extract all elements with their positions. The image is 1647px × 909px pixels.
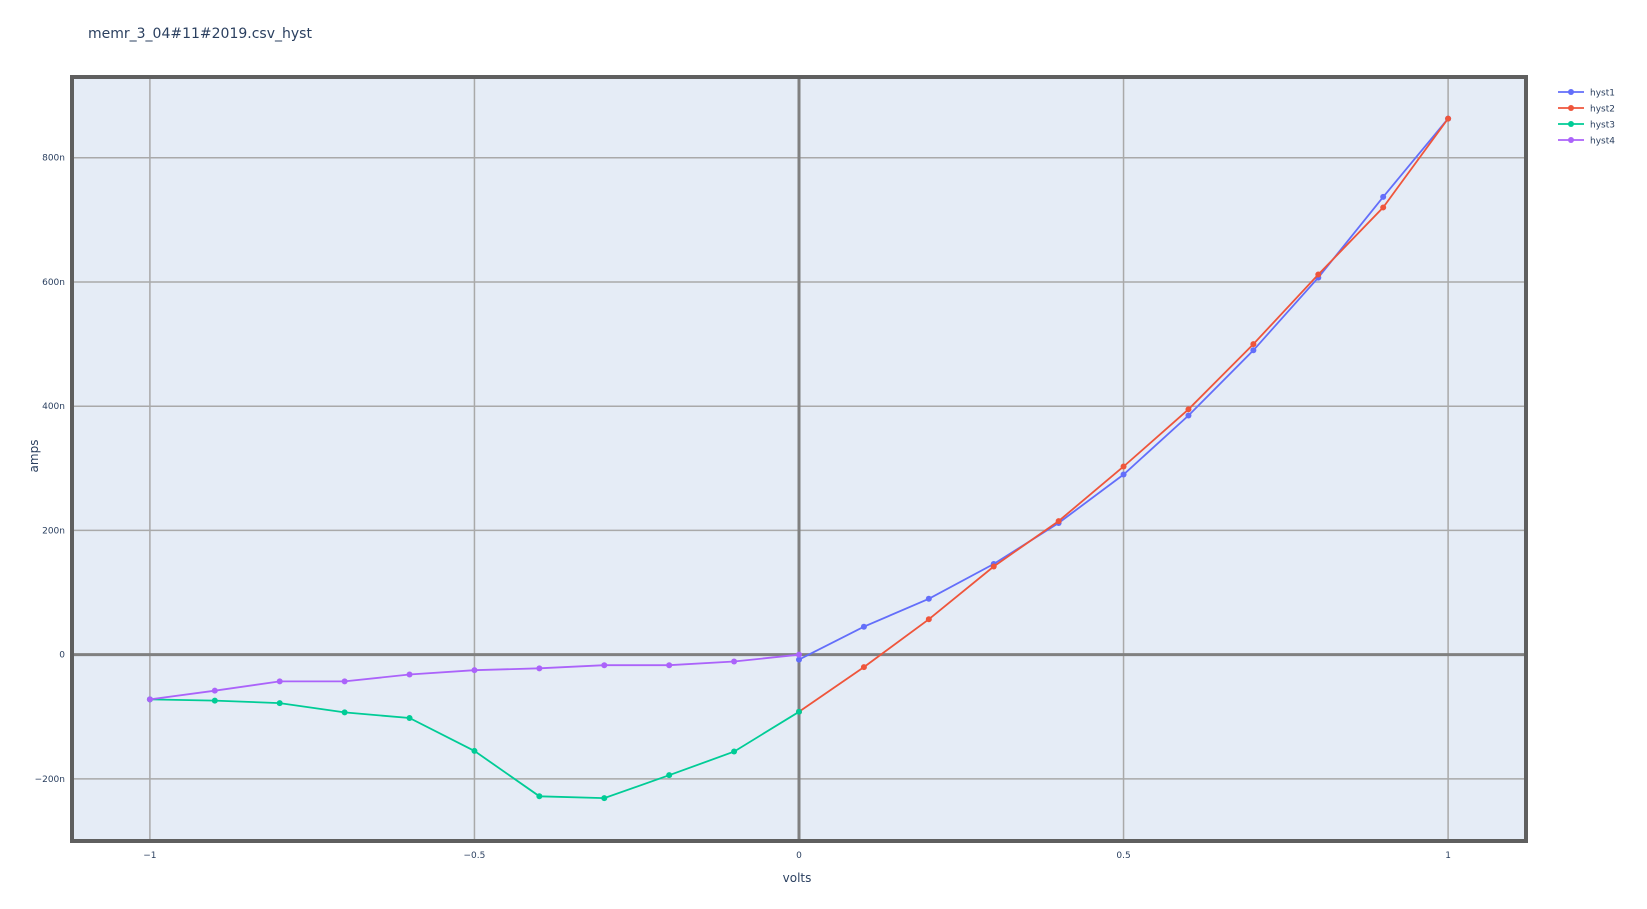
legend-marker [1568, 105, 1574, 111]
y-tick-labels: −200n 0 200n 400n 600n 800n [35, 154, 66, 785]
data-point-hyst2[interactable] [1055, 518, 1062, 525]
data-point-hyst3[interactable] [731, 748, 738, 755]
y-tick-label: −200n [35, 775, 65, 785]
legend[interactable]: hyst1 hyst2 hyst3 hyst4 [1558, 89, 1615, 147]
data-point-hyst3[interactable] [666, 772, 673, 779]
data-point-hyst2[interactable] [990, 563, 997, 570]
data-point-hyst4[interactable] [211, 687, 218, 694]
y-axis-title: amps [27, 440, 41, 473]
x-tick-label: 1 [1445, 851, 1451, 861]
data-point-hyst2[interactable] [1250, 341, 1257, 348]
legend-label: hyst2 [1590, 105, 1615, 115]
data-point-hyst2[interactable] [1380, 204, 1387, 211]
x-tick-label: 0 [796, 851, 802, 861]
data-point-hyst2[interactable] [1185, 406, 1192, 413]
data-point-hyst1[interactable] [1120, 471, 1127, 478]
legend-marker [1568, 89, 1574, 95]
legend-label: hyst4 [1590, 137, 1615, 147]
y-tick-label: 600n [42, 278, 65, 288]
x-tick-labels: −1 −0.5 0 0.5 1 [143, 851, 1451, 861]
series-hyst3 [146, 696, 802, 802]
data-point-hyst4[interactable] [471, 667, 478, 674]
data-point-hyst4[interactable] [601, 662, 608, 669]
chart-title: memr_3_04#11#2019.csv_hyst [88, 26, 312, 42]
data-point-hyst2[interactable] [1315, 271, 1322, 278]
x-axis-title: volts [783, 871, 812, 885]
data-point-hyst1[interactable] [1185, 412, 1192, 419]
data-point-hyst1[interactable] [1380, 193, 1387, 200]
data-point-hyst4[interactable] [276, 678, 283, 685]
plot-frame [70, 75, 1528, 843]
legend-label: hyst1 [1590, 89, 1615, 99]
legend-item-hyst2[interactable]: hyst2 [1558, 105, 1615, 115]
data-point-hyst3[interactable] [276, 700, 283, 707]
data-point-hyst2[interactable] [860, 664, 867, 671]
data-point-hyst2[interactable] [925, 616, 932, 623]
series-hyst2 [796, 115, 1452, 715]
data-point-hyst3[interactable] [341, 709, 348, 716]
y-tick-label: 800n [42, 154, 65, 164]
data-point-hyst3[interactable] [536, 793, 543, 800]
data-point-hyst3[interactable] [601, 795, 608, 802]
data-point-hyst1[interactable] [860, 623, 867, 630]
data-point-hyst1[interactable] [796, 656, 802, 663]
x-tick-label: 0.5 [1116, 851, 1130, 861]
data-point-hyst4[interactable] [406, 671, 413, 678]
data-point-hyst3[interactable] [796, 708, 802, 715]
series-layer [146, 115, 1452, 802]
legend-label: hyst3 [1590, 121, 1615, 131]
legend-marker [1568, 121, 1574, 127]
legend-item-hyst1[interactable]: hyst1 [1558, 89, 1615, 99]
data-point-hyst3[interactable] [211, 697, 218, 704]
data-point-hyst2[interactable] [1445, 115, 1452, 122]
data-point-hyst4[interactable] [731, 658, 738, 665]
y-tick-label: 200n [42, 526, 65, 536]
data-point-hyst3[interactable] [406, 715, 413, 722]
data-point-hyst4[interactable] [536, 665, 543, 672]
data-point-hyst1[interactable] [1250, 347, 1257, 354]
data-point-hyst3[interactable] [471, 747, 478, 754]
legend-item-hyst4[interactable]: hyst4 [1558, 137, 1615, 147]
data-point-hyst4[interactable] [146, 696, 153, 703]
data-point-hyst4[interactable] [796, 651, 802, 658]
legend-marker [1568, 137, 1574, 143]
series-hyst4 [146, 651, 802, 703]
y-tick-label: 0 [59, 651, 65, 661]
data-point-hyst4[interactable] [666, 662, 673, 669]
y-tick-label: 400n [42, 402, 65, 412]
data-point-hyst1[interactable] [925, 595, 932, 602]
legend-item-hyst3[interactable]: hyst3 [1558, 121, 1615, 131]
data-point-hyst2[interactable] [1120, 463, 1127, 470]
data-point-hyst4[interactable] [341, 678, 348, 685]
x-tick-label: −1 [143, 851, 156, 861]
x-tick-label: −0.5 [464, 851, 486, 861]
